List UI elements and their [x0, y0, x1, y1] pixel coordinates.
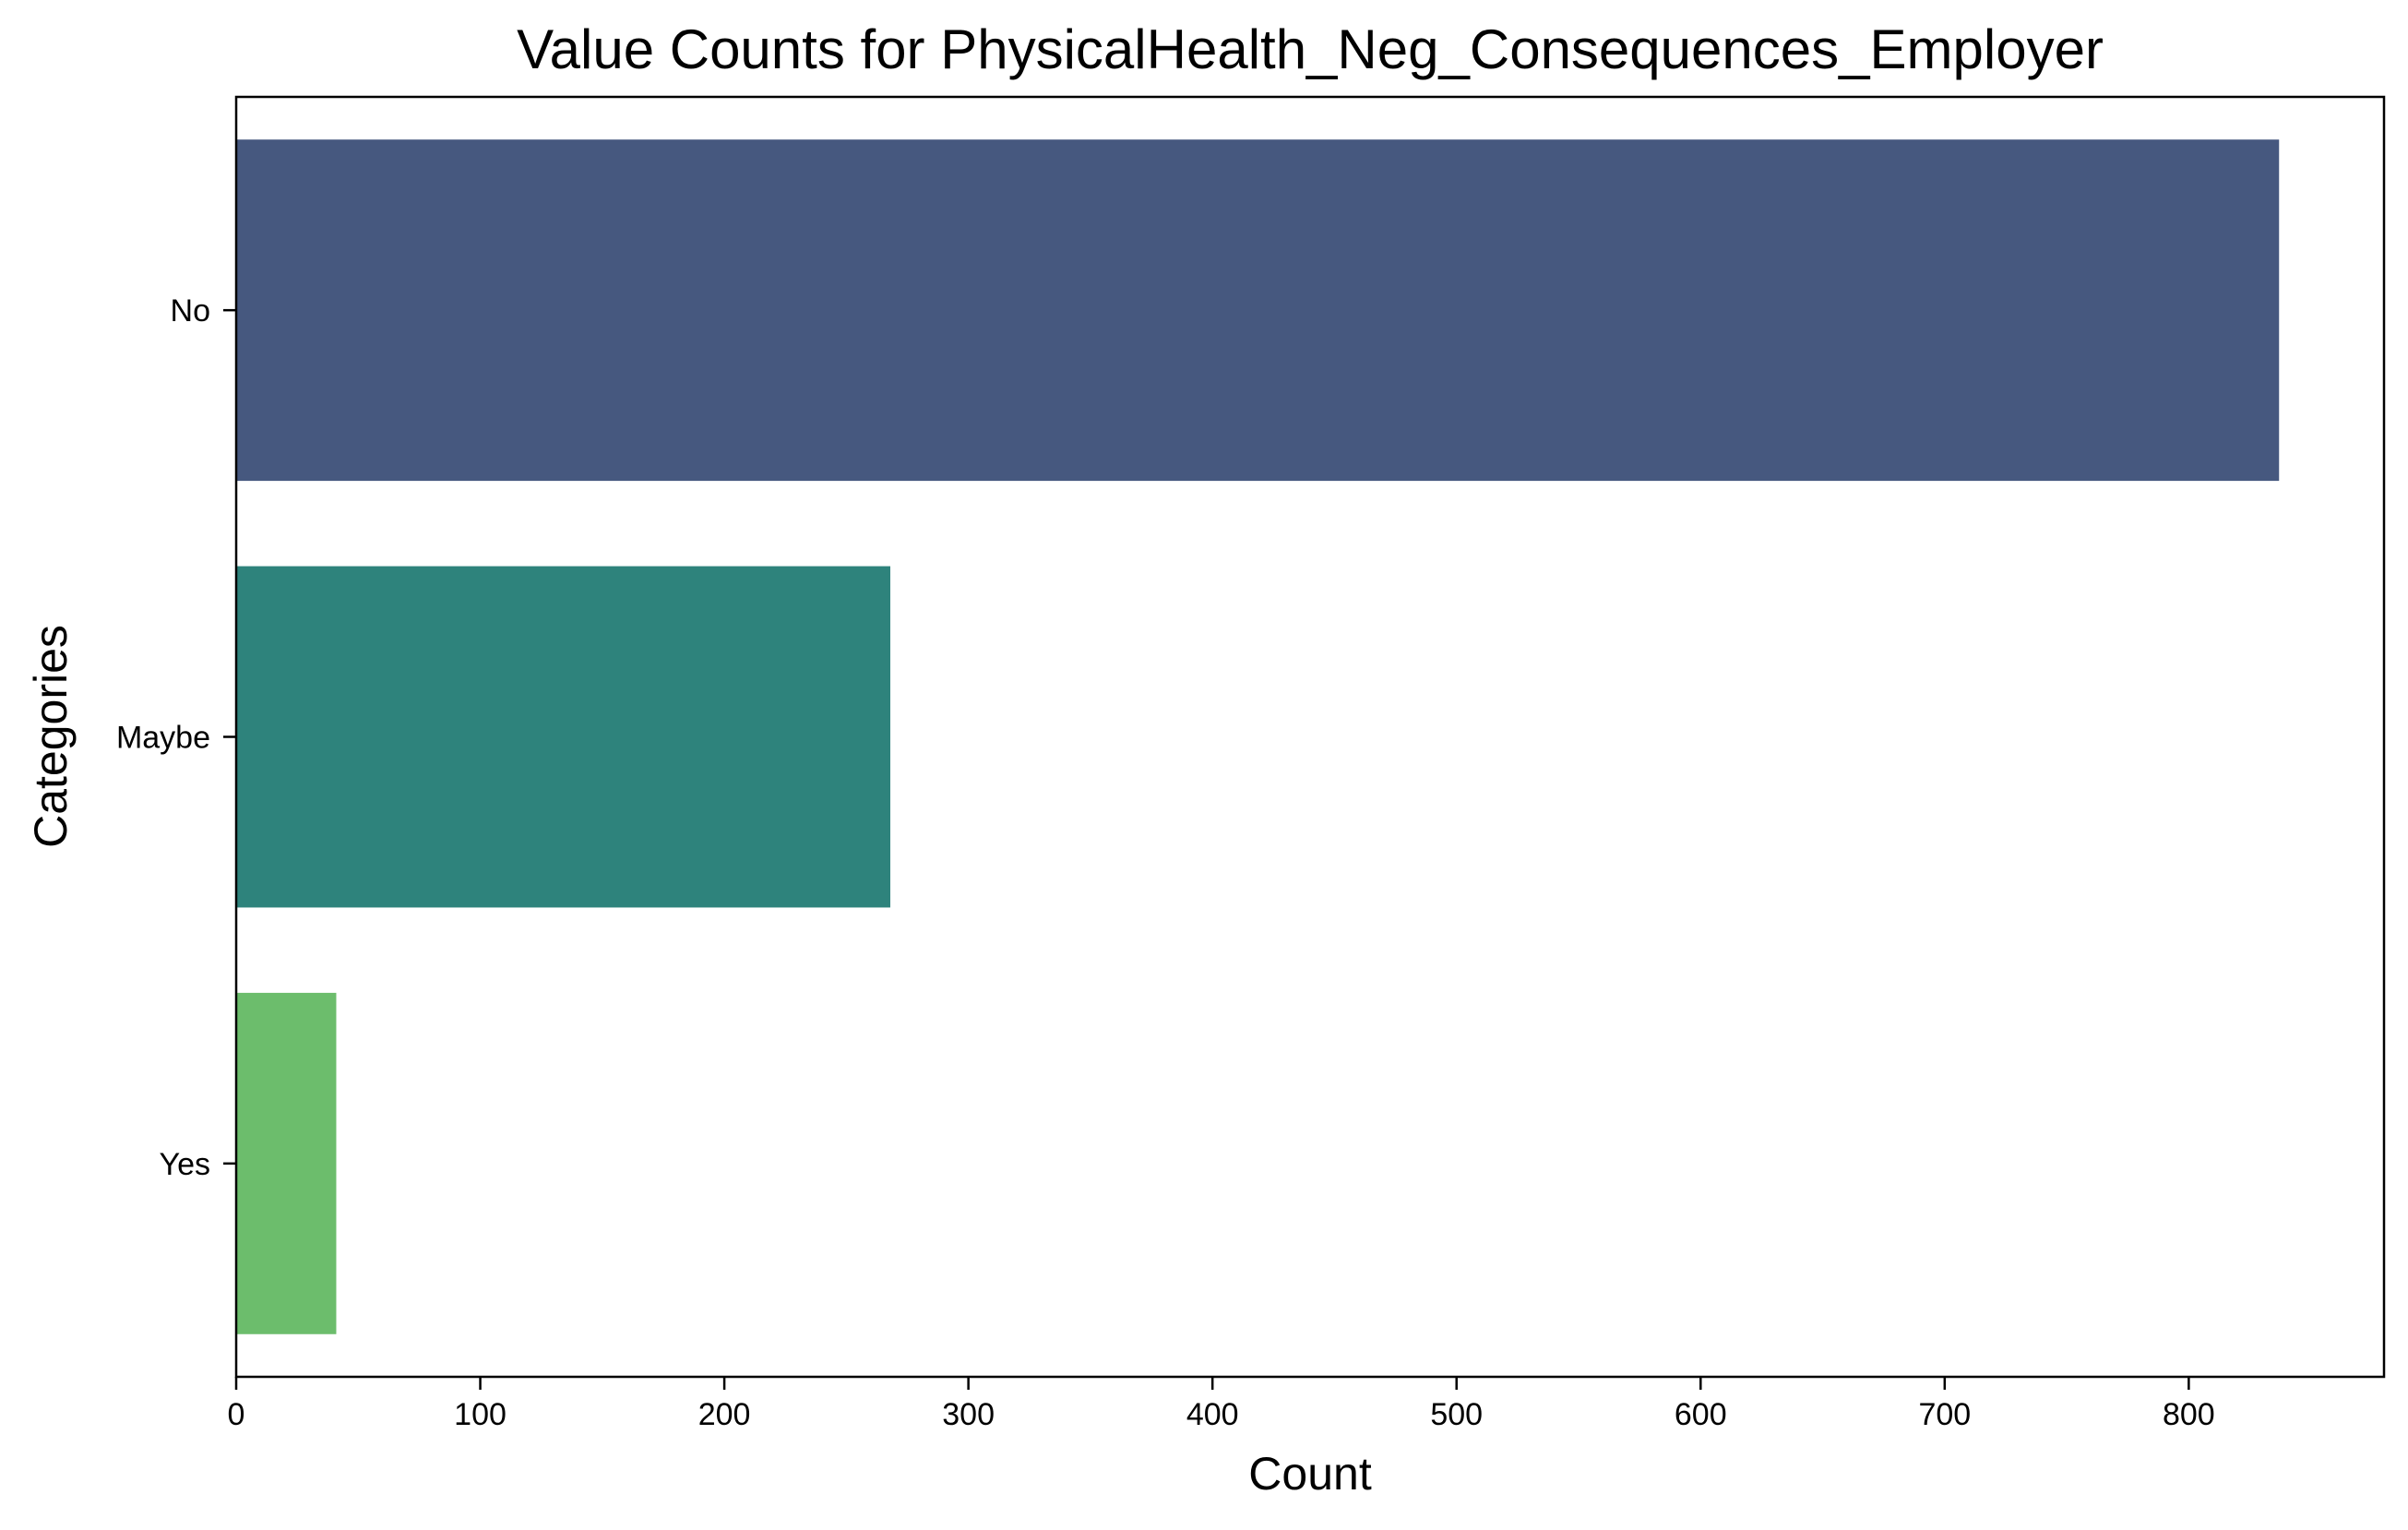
y-axis-ticks: No Maybe Yes — [116, 293, 236, 1182]
x-tick-label: 400 — [1186, 1397, 1239, 1432]
x-tick-label: 100 — [454, 1397, 507, 1432]
x-tick-label: 0 — [228, 1397, 245, 1432]
x-axis-title: Count — [1248, 1448, 1372, 1500]
x-tick-label: 700 — [1918, 1397, 1971, 1432]
x-tick-label: 200 — [698, 1397, 751, 1432]
plot-frame — [234, 95, 2386, 1379]
y-tick-label: No — [171, 293, 210, 329]
bar-no — [236, 139, 2280, 482]
x-tick-label: 800 — [2163, 1397, 2215, 1432]
chart-title: Value Counts for PhysicalHealth_Neg_Cons… — [517, 18, 2104, 80]
x-axis-ticks: 0 100 200 300 400 500 600 700 800 — [228, 1377, 2215, 1432]
x-tick-label: 500 — [1430, 1397, 1483, 1432]
y-tick-label: Yes — [160, 1147, 210, 1182]
x-tick-label: 300 — [942, 1397, 995, 1432]
y-tick-label: Maybe — [116, 721, 210, 756]
bar-maybe — [236, 566, 890, 908]
bar-yes — [236, 992, 337, 1334]
x-tick-label: 600 — [1675, 1397, 1727, 1432]
y-axis-title: Categories — [25, 625, 77, 848]
bars-group — [236, 139, 2280, 1334]
